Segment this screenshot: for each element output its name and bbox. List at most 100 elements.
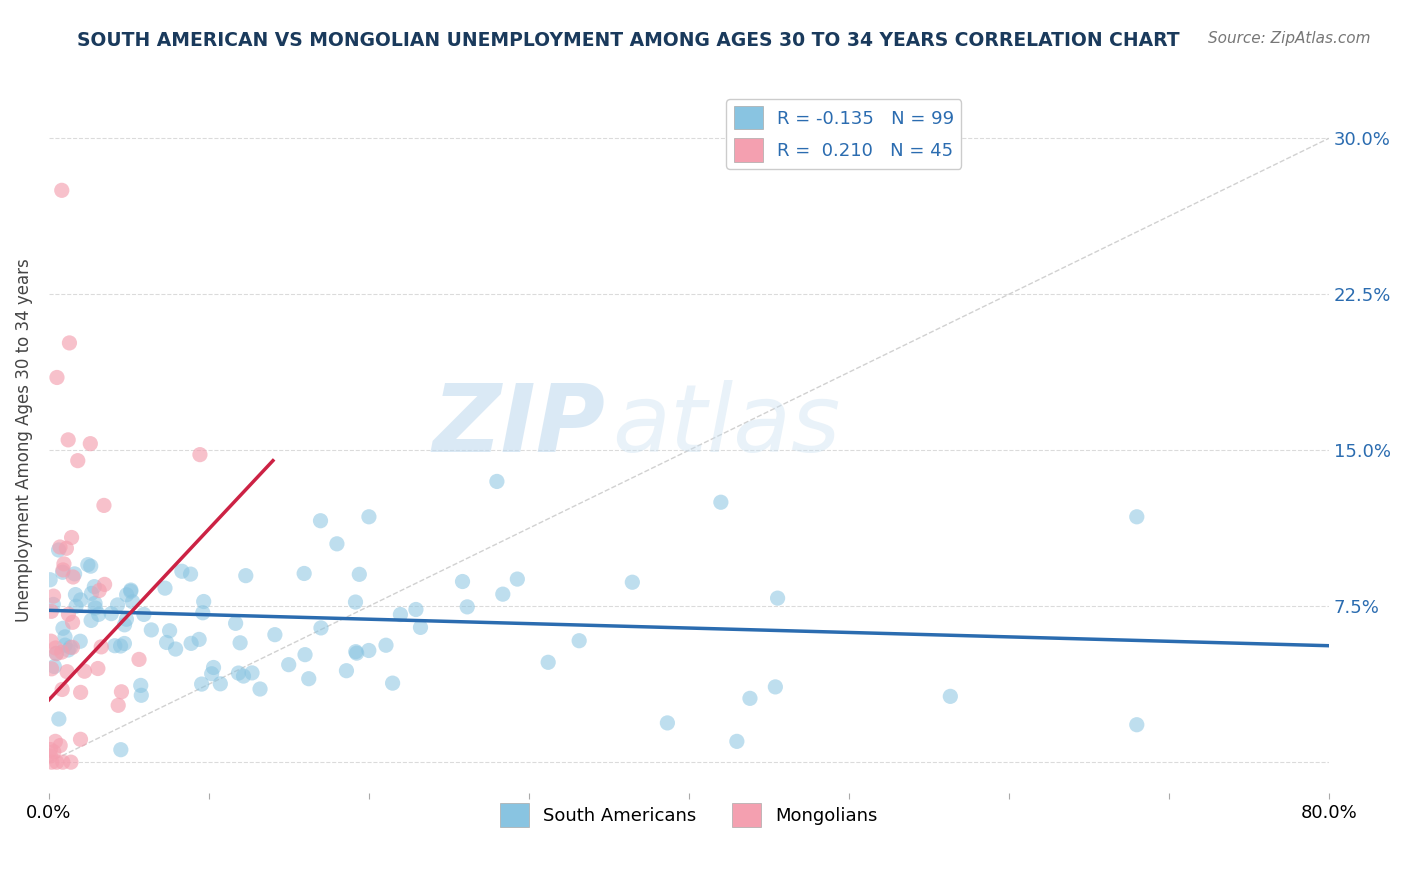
Point [69, 732, 91, 747]
Point [202, 660, 225, 674]
Point [657, 715, 679, 730]
Point [80, 586, 103, 600]
Point [240, 665, 263, 680]
Point [65, 588, 87, 602]
Point [191, 606, 214, 620]
Point [48, 712, 70, 726]
Point [344, 645, 367, 659]
Point [100, 607, 122, 621]
Point [73, 664, 96, 678]
Point [79, 436, 101, 450]
Point [110, 639, 132, 653]
Point [326, 537, 349, 551]
Point [188, 448, 211, 462]
Point [190, 677, 212, 691]
Point [63, 566, 86, 581]
Point [381, 676, 404, 690]
Point [44, 734, 66, 748]
Point [42, 598, 65, 612]
Point [110, 742, 132, 756]
Point [485, 475, 508, 489]
Point [45, 640, 67, 655]
Point [69, 593, 91, 607]
Point [39, 573, 62, 587]
Point [52, 621, 75, 635]
Point [621, 575, 644, 590]
Y-axis label: Unemployment Among Ages 30 to 34 years: Unemployment Among Ages 30 to 34 years [15, 258, 32, 622]
Point [277, 657, 299, 672]
Point [456, 599, 478, 614]
Point [84, 601, 107, 615]
Point [66, 453, 89, 467]
Point [180, 567, 202, 582]
Point [112, 636, 135, 650]
Point [41, 604, 63, 618]
Point [537, 655, 560, 669]
Point [141, 623, 163, 637]
Point [84, 596, 107, 610]
Point [335, 664, 357, 678]
Point [69, 685, 91, 699]
Point [129, 678, 152, 692]
Point [375, 638, 398, 652]
Point [228, 666, 250, 681]
Point [939, 690, 962, 704]
Point [89, 583, 111, 598]
Point [55, 541, 77, 556]
Point [83, 580, 105, 594]
Point [45, 755, 67, 769]
Point [114, 617, 136, 632]
Point [52, 755, 75, 769]
Point [763, 680, 786, 694]
Point [62, 615, 84, 630]
Text: Source: ZipAtlas.com: Source: ZipAtlas.com [1208, 31, 1371, 46]
Point [193, 594, 215, 608]
Text: atlas: atlas [612, 380, 841, 471]
Point [201, 666, 224, 681]
Text: SOUTH AMERICAN VS MONGOLIAN UNEMPLOYMENT AMONG AGES 30 TO 34 YEARS CORRELATION C: SOUTH AMERICAN VS MONGOLIAN UNEMPLOYMENT… [77, 31, 1180, 50]
Point [298, 672, 321, 686]
Point [180, 636, 202, 650]
Point [42, 589, 65, 603]
Point [80, 559, 103, 574]
Point [155, 635, 177, 649]
Point [42, 745, 65, 759]
Point [249, 681, 271, 696]
Point [451, 574, 474, 589]
Point [44, 659, 66, 673]
Point [59, 640, 82, 655]
Point [45, 646, 67, 660]
Point [294, 648, 316, 662]
Point [46, 370, 69, 384]
Point [292, 566, 315, 581]
Point [48, 543, 70, 558]
Point [53, 630, 76, 644]
Point [39, 742, 62, 756]
Point [104, 639, 127, 653]
Point [93, 499, 115, 513]
Point [53, 638, 76, 652]
Point [492, 587, 515, 601]
Point [232, 669, 254, 683]
Point [93, 577, 115, 591]
Point [49, 739, 72, 753]
Point [120, 584, 142, 599]
Point [107, 698, 129, 713]
Point [344, 595, 367, 609]
Point [225, 616, 247, 631]
Point [309, 514, 332, 528]
Point [121, 595, 143, 609]
Text: ZIP: ZIP [433, 380, 606, 472]
Point [159, 624, 181, 638]
Point [52, 566, 75, 580]
Point [409, 620, 432, 634]
Point [188, 632, 211, 647]
Point [62, 570, 84, 584]
Point [56, 665, 79, 679]
Point [65, 599, 87, 614]
Point [1126, 717, 1149, 731]
Point [58, 607, 80, 622]
Point [229, 636, 252, 650]
Point [76, 558, 98, 572]
Point [58, 643, 80, 657]
